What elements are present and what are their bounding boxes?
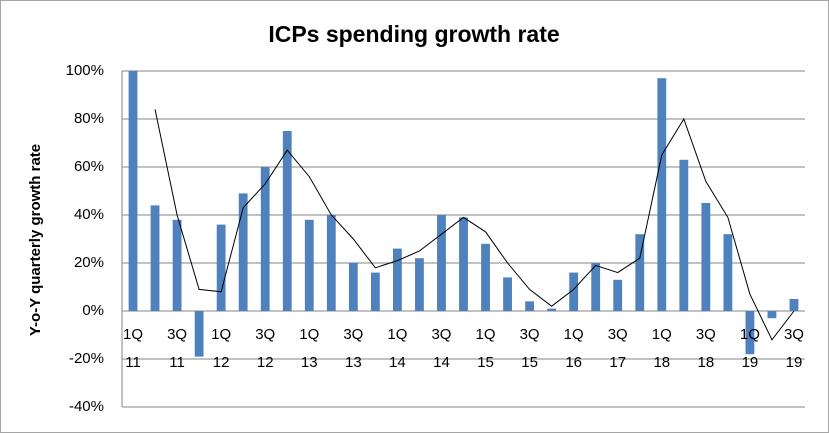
bar <box>503 277 512 311</box>
y-axis-label: Y-o-Y quarterly growth rate <box>27 144 44 336</box>
y-tick-label: 40% <box>74 206 104 223</box>
x-tick-label: 3Q 19 <box>783 326 804 371</box>
bar <box>437 215 446 311</box>
x-tick-label: 1Q 12 <box>211 326 232 371</box>
bar <box>392 248 402 311</box>
bar <box>348 263 358 311</box>
x-tick-label: 1Q 13 <box>299 326 320 371</box>
bar <box>370 272 380 311</box>
x-tick-label: 1Q 11 <box>123 326 144 371</box>
y-tick-label: 0% <box>82 302 104 319</box>
bar <box>238 193 248 311</box>
x-tick-label: 3Q 12 <box>255 326 276 371</box>
bar <box>547 308 557 311</box>
bar <box>789 299 799 311</box>
x-tick-label: 1Q 14 <box>387 326 408 371</box>
bar <box>723 234 733 311</box>
line <box>154 109 795 341</box>
bar <box>635 234 645 311</box>
bar <box>459 217 468 311</box>
y-tick-label: 60% <box>74 158 104 175</box>
bar <box>260 167 270 311</box>
x-tick-label: 3Q 18 <box>695 326 716 371</box>
bar <box>282 131 292 311</box>
chart-title: ICPs spending growth rate <box>268 21 559 47</box>
bar <box>415 258 424 311</box>
x-tick-label: 3Q 17 <box>607 326 628 371</box>
x-tick-label: 3Q 15 <box>519 326 540 371</box>
bar <box>745 311 755 355</box>
x-tick-label: 1Q 19 <box>739 326 760 371</box>
x-tick-label: 1Q 16 <box>563 326 584 371</box>
bar <box>216 224 226 311</box>
bar <box>128 71 138 311</box>
y-tick-label: 100% <box>66 62 104 79</box>
bar <box>657 78 667 311</box>
x-tick-label: 1Q 15 <box>475 326 496 371</box>
bar <box>569 272 579 311</box>
bar <box>150 205 160 311</box>
bar <box>172 219 182 311</box>
x-tick-label: 3Q 11 <box>167 326 188 371</box>
bar <box>326 215 336 311</box>
x-tick-label: 3Q 13 <box>343 326 364 371</box>
y-tick-label: -40% <box>69 398 104 415</box>
y-tick-label: 20% <box>74 254 104 271</box>
y-tick-label: -20% <box>69 350 104 367</box>
bar <box>679 159 689 311</box>
bar <box>591 263 601 311</box>
x-tick-label: 1Q 18 <box>651 326 672 371</box>
bar <box>767 311 777 319</box>
bar <box>481 243 490 311</box>
x-tick-label: 3Q 14 <box>431 326 452 371</box>
bar <box>701 203 711 311</box>
bar <box>194 311 204 357</box>
bar <box>304 219 314 311</box>
bar <box>525 301 535 311</box>
bar <box>613 279 623 311</box>
y-tick-label: 80% <box>74 110 104 127</box>
